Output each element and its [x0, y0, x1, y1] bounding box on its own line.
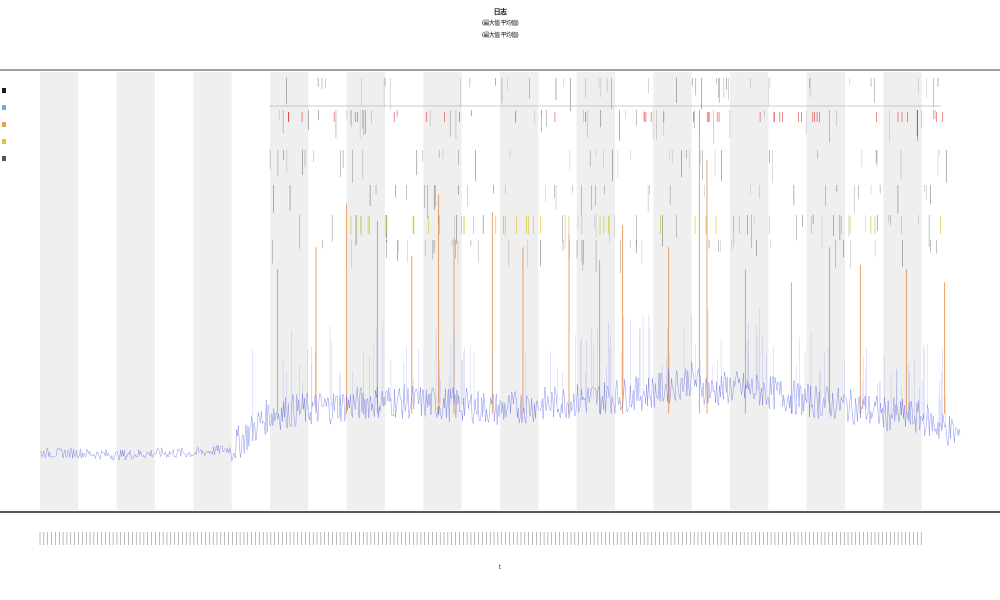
- background-band: [806, 72, 845, 510]
- background-band: [40, 72, 79, 510]
- background-band: [653, 72, 692, 510]
- legend-swatch: [2, 105, 6, 110]
- chart-legend: [2, 82, 14, 167]
- background-band: [730, 72, 769, 510]
- baseline-series-line: [39, 361, 961, 461]
- x-axis-label: t: [498, 564, 502, 571]
- chart-subtitle-2: (最大值 平均值): [481, 32, 519, 39]
- background-band: [346, 72, 385, 510]
- background-band: [193, 72, 232, 510]
- chart-title-block: 日志 (最大值 平均值) (最大值 平均值): [0, 6, 1000, 42]
- background-band: [270, 72, 309, 510]
- background-band: [576, 72, 615, 510]
- legend-item: [2, 99, 14, 116]
- chart-subtitle-1: (最大值 平均值): [481, 20, 519, 27]
- chart-title: 日志: [493, 8, 507, 16]
- legend-item: [2, 133, 14, 150]
- legend-swatch: [2, 122, 6, 127]
- background-band: [423, 72, 462, 510]
- legend-item: [2, 150, 14, 167]
- background-band: [500, 72, 539, 510]
- legend-item: [2, 116, 14, 133]
- legend-swatch: [2, 139, 6, 144]
- legend-swatch: [2, 156, 6, 161]
- background-band: [883, 72, 922, 510]
- legend-swatch: [2, 88, 6, 93]
- legend-item: [2, 82, 14, 99]
- background-band: [116, 72, 155, 510]
